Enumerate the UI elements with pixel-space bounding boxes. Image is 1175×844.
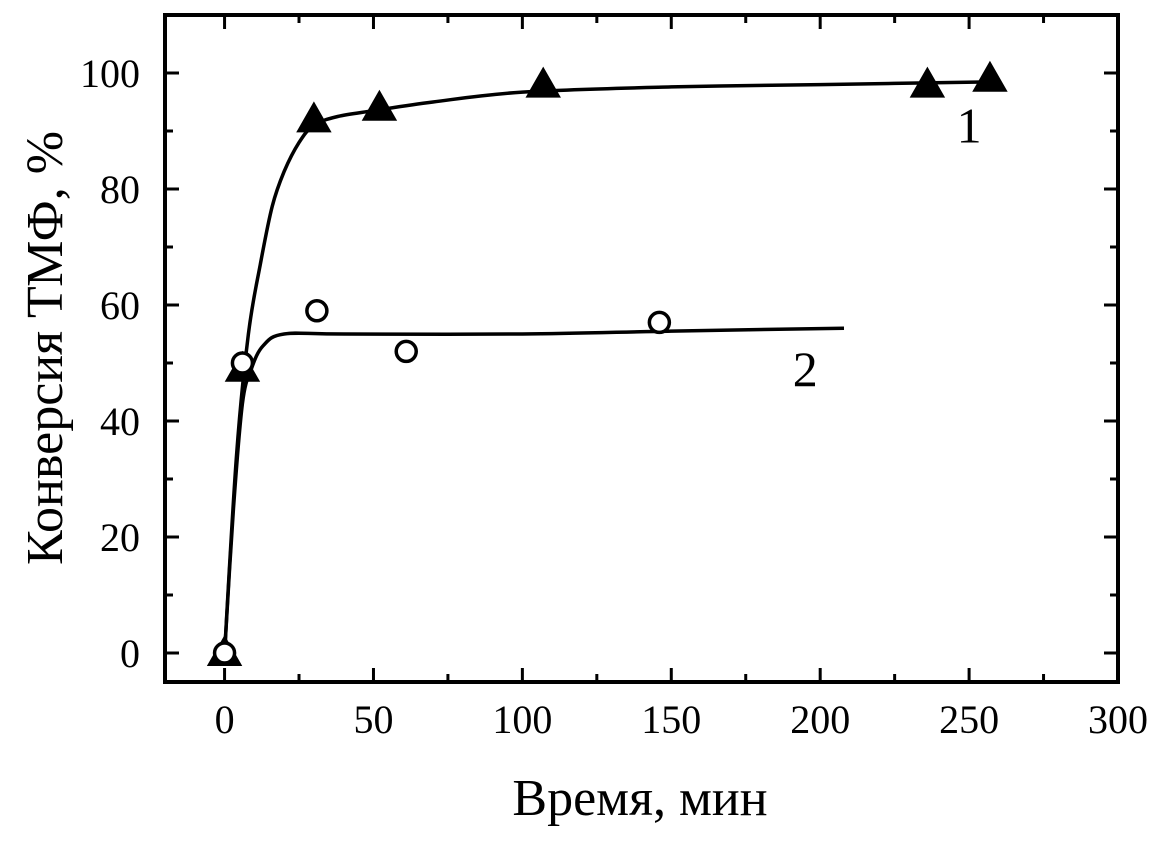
x-tick-label: 200 xyxy=(790,697,850,742)
y-tick-label: 20 xyxy=(100,515,140,560)
fit-curves xyxy=(225,82,999,653)
series-2-label: 2 xyxy=(793,341,818,397)
series-2-curve xyxy=(225,328,844,653)
x-tick-label: 250 xyxy=(939,697,999,742)
y-axis-label: Конверсия ТМФ, % xyxy=(17,131,74,565)
series-2-point xyxy=(396,341,416,361)
y-tick-label: 40 xyxy=(100,399,140,444)
series-1-point xyxy=(974,63,1006,91)
y-tick-label: 80 xyxy=(100,167,140,212)
data-points xyxy=(209,63,1006,665)
x-tick-label: 150 xyxy=(641,697,701,742)
series-2-point xyxy=(215,643,235,663)
series-2-point xyxy=(232,353,252,373)
y-tick-label: 100 xyxy=(80,51,140,96)
x-tick-label: 0 xyxy=(215,697,235,742)
curve-labels: 12 xyxy=(793,98,982,398)
series-1-point xyxy=(298,103,330,131)
x-tick-label: 300 xyxy=(1088,697,1148,742)
y-tick-label: 0 xyxy=(120,631,140,676)
y-tick-label: 60 xyxy=(100,283,140,328)
series-1-point xyxy=(527,69,559,97)
series-2-point xyxy=(649,312,669,332)
series-1-point xyxy=(363,92,395,120)
x-axis-label: Время, мин xyxy=(512,770,767,827)
series-2-point xyxy=(307,301,327,321)
series-1-label: 1 xyxy=(957,98,982,154)
x-tick-label: 100 xyxy=(492,697,552,742)
x-tick-label: 50 xyxy=(353,697,393,742)
series-1-curve xyxy=(225,82,999,653)
